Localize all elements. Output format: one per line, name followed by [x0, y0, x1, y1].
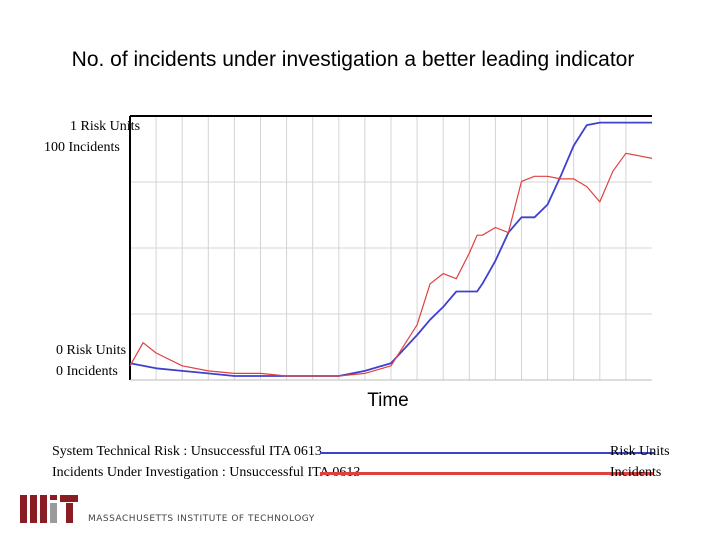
- legend-label-incidents: Incidents Under Investigation : Unsucces…: [52, 465, 361, 480]
- legend-swatch-incidents: [320, 472, 654, 475]
- y-label-top-incidents: 100 Incidents: [44, 140, 120, 155]
- legend-label-risk: System Technical Risk : Unsuccessful ITA…: [52, 444, 322, 459]
- series-line-system-technical-risk: [129, 121, 652, 377]
- y-label-bottom-incidents: 0 Incidents: [56, 364, 118, 379]
- legend-unit-incidents: Incidents: [610, 465, 662, 480]
- mit-logo: [20, 495, 78, 523]
- y-label-top-risk: 1 Risk Units: [70, 119, 140, 134]
- y-label-bottom-risk: 0 Risk Units: [56, 343, 126, 358]
- legend-swatch-risk: [320, 452, 654, 454]
- legend-item-incidents: Incidents Under Investigation : Unsucces…: [52, 465, 662, 483]
- legend-unit-risk: Risk Units: [610, 444, 670, 459]
- x-axis-label: Time: [367, 390, 409, 411]
- chart-title: No. of incidents under investigation a b…: [71, 48, 635, 71]
- chart-area: 1 Risk Units 100 Incidents 0 Risk Units …: [44, 115, 653, 381]
- legend-item-risk: System Technical Risk : Unsuccessful ITA…: [52, 444, 670, 462]
- series-line-incidents-under-investigation: [129, 152, 653, 377]
- mit-wordmark: MASSACHUSETTS INSTITUTE OF TECHNOLOGY: [88, 514, 315, 524]
